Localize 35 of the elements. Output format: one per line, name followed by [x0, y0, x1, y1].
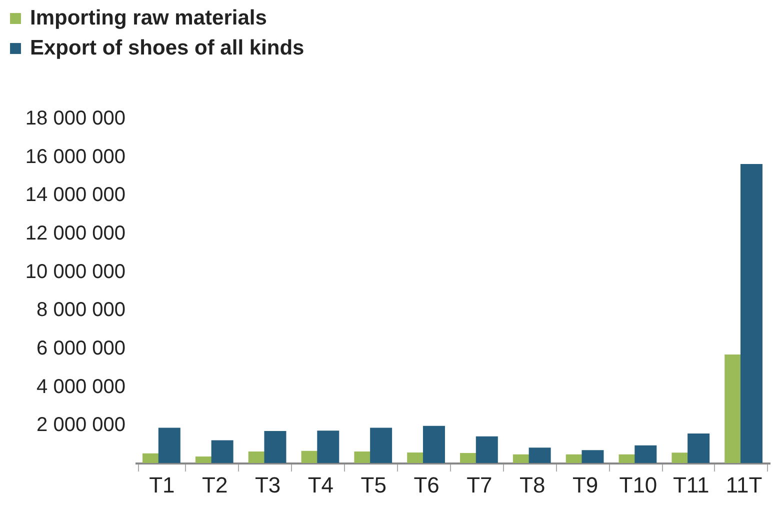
- y-tick-label: 8 000 000: [36, 299, 126, 322]
- legend-label: Importing raw materials: [30, 6, 267, 30]
- bar: [211, 440, 234, 463]
- bar: [634, 445, 657, 463]
- bar: [528, 448, 551, 463]
- x-tick-label: T10: [619, 472, 658, 498]
- y-tick-label: 18 000 000: [25, 108, 126, 130]
- x-tick-label: T9: [572, 472, 598, 498]
- bar: [476, 436, 498, 463]
- bar: [582, 450, 604, 463]
- x-tick-label: T5: [360, 472, 386, 498]
- bar: [317, 430, 340, 463]
- x-tick-label: T8: [520, 472, 546, 498]
- x-tick-label: T1: [149, 472, 175, 498]
- x-tick-label: T4: [308, 472, 334, 498]
- x-tick-label: T11: [672, 472, 710, 498]
- x-tick-label: T2: [202, 472, 228, 498]
- y-tick-label: 12 000 000: [25, 222, 126, 244]
- x-tick-label: T7: [466, 472, 492, 498]
- bar: [370, 428, 392, 463]
- legend-label: Export of shoes of all kinds: [30, 36, 304, 60]
- y-tick-label: 6 000 000: [36, 338, 126, 360]
- x-tick-label: T6: [414, 472, 440, 498]
- bar: [688, 433, 710, 463]
- bar: [264, 430, 286, 463]
- bar: [158, 428, 180, 463]
- y-tick-label: 10 000 000: [25, 260, 126, 283]
- y-tick-label: 2 000 000: [36, 414, 126, 436]
- y-tick-label: 14 000 000: [25, 184, 126, 206]
- bar: [740, 164, 762, 463]
- x-tick-label: T3: [254, 472, 281, 498]
- y-tick-label: 16 000 000: [25, 146, 126, 168]
- x-tick-label: 11T: [726, 472, 762, 498]
- bar: [422, 426, 445, 463]
- y-tick-label: 4 000 000: [36, 376, 126, 398]
